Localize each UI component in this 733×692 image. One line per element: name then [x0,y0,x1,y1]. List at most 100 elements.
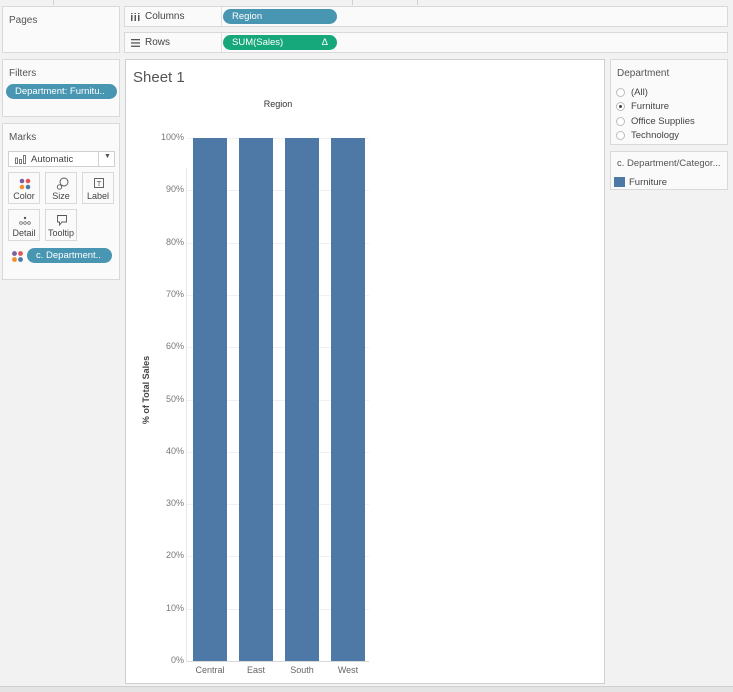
radio-icon [616,117,625,126]
rows-pill-text: SUM(Sales) [232,37,284,48]
y-tick-label: 100% [160,132,184,142]
separator [352,0,353,5]
y-tick-label: 90% [165,184,184,195]
y-tick-label: 10% [165,602,184,613]
radio-icon [616,88,625,97]
department-filter-title: Department [617,68,670,79]
legend-title: c. Department/Categor... [617,158,721,169]
bar-central[interactable] [193,138,227,661]
option-label: Technology [631,130,680,141]
color-button[interactable]: Color [8,172,40,204]
filter-option-technology[interactable]: Technology [616,130,679,141]
rows-pill-sum-sales[interactable]: SUM(Sales) Δ [223,35,337,50]
mark-type-value: Automatic [31,154,74,165]
legend-item-furniture[interactable]: Furniture [629,177,668,188]
detail-icon [19,216,31,225]
column-header-region[interactable]: Region [263,99,293,109]
y-tick-label: 50% [165,393,184,404]
gridline [187,138,369,139]
filter-option-furniture[interactable]: Furniture [616,101,669,112]
gridline [187,242,369,244]
bar-chart-icon [15,155,26,164]
filter-pill-department[interactable]: Department: Furnitu.. [6,84,117,99]
sheet-view: Sheet 1 Region % of Total Sales 0% 10% 20%… [125,59,605,684]
color-label: Color [13,191,35,201]
separator [53,0,54,5]
pages-title: Pages [9,15,38,26]
rows-icon [131,38,140,47]
size-button[interactable]: Size [45,172,77,204]
gridline [187,399,369,401]
rows-label: Rows [131,37,170,48]
sheet-title: Sheet 1 [133,69,185,86]
size-icon [56,177,69,190]
y-tick-label: 80% [165,236,184,247]
bottom-status-bar [0,686,733,692]
y-axis[interactable]: 0% 10% 20% 30% 40% 50% 60% 70% 80% 90% 100% [142,60,184,685]
y-tick-label: 40% [165,445,184,456]
y-tick-label: 0% [170,655,184,665]
color-legend-card: c. Department/Categor... Furniture [610,151,728,190]
radio-selected-icon [616,102,625,111]
y-tick-label: 60% [165,341,184,352]
radio-icon [616,131,625,140]
columns-icon [131,12,140,21]
label-button[interactable]: T Label [82,172,114,204]
filters-card[interactable]: Filters Department: Furnitu.. [2,59,120,117]
gridline [187,451,369,453]
separator [417,0,418,5]
detail-button[interactable]: Detail [8,209,40,241]
marks-title: Marks [9,132,37,143]
svg-text:T: T [96,180,102,188]
gridline [187,556,369,558]
color-dots-icon [19,178,31,190]
rows-shelf[interactable]: Rows SUM(Sales) Δ [124,32,728,53]
color-dots-icon [12,251,23,262]
size-label: Size [52,191,70,201]
filter-option-office-supplies[interactable]: Office Supplies [616,116,695,127]
columns-pill-region[interactable]: Region [223,9,337,24]
legend-swatch-furniture[interactable] [614,177,625,187]
columns-label-text: Columns [145,11,185,22]
x-category-label[interactable]: West [337,665,359,675]
marks-card: Marks Automatic ▼ Color Size T Label Det… [2,123,120,280]
divider [221,33,222,52]
mark-type-dropdown[interactable]: Automatic ▼ [8,151,115,167]
divider [98,152,99,166]
bar-west[interactable] [331,138,365,661]
x-category-label[interactable]: Central [195,665,225,675]
columns-shelf[interactable]: Columns Region [124,6,728,27]
x-category-label[interactable]: East [246,665,265,675]
gridline [187,504,369,506]
gridline [187,294,369,296]
color-pill-department[interactable]: c. Department.. [27,248,112,263]
chevron-down-icon: ▼ [104,153,111,160]
delta-icon: Δ [321,37,328,48]
bar-east[interactable] [239,138,273,661]
department-filter-card: Department (All) Furniture Office Suppli… [610,59,728,145]
top-toolbar-strip [0,0,733,5]
option-label: Office Supplies [631,116,695,127]
option-label: Furniture [631,101,670,112]
y-tick-label: 20% [165,550,184,561]
rows-label-text: Rows [145,37,171,48]
tooltip-button[interactable]: Tooltip [45,209,77,241]
y-axis-line [186,168,187,662]
gridline [187,608,369,610]
option-label: (All) [631,87,648,98]
x-axis-line [187,661,369,662]
tooltip-icon [57,215,67,227]
bar-south[interactable] [285,138,319,661]
detail-label: Detail [12,228,36,238]
y-tick-label: 70% [165,288,184,299]
gridline [187,347,369,349]
tooltip-label: Tooltip [47,228,74,238]
columns-label: Columns [131,11,184,22]
y-tick-label: 30% [165,498,184,509]
label-label: Label [86,191,110,201]
pages-card[interactable]: Pages [2,6,120,53]
divider [221,7,222,26]
label-icon: T [94,178,104,188]
filter-option-all[interactable]: (All) [616,87,648,98]
x-category-label[interactable]: South [290,665,314,675]
